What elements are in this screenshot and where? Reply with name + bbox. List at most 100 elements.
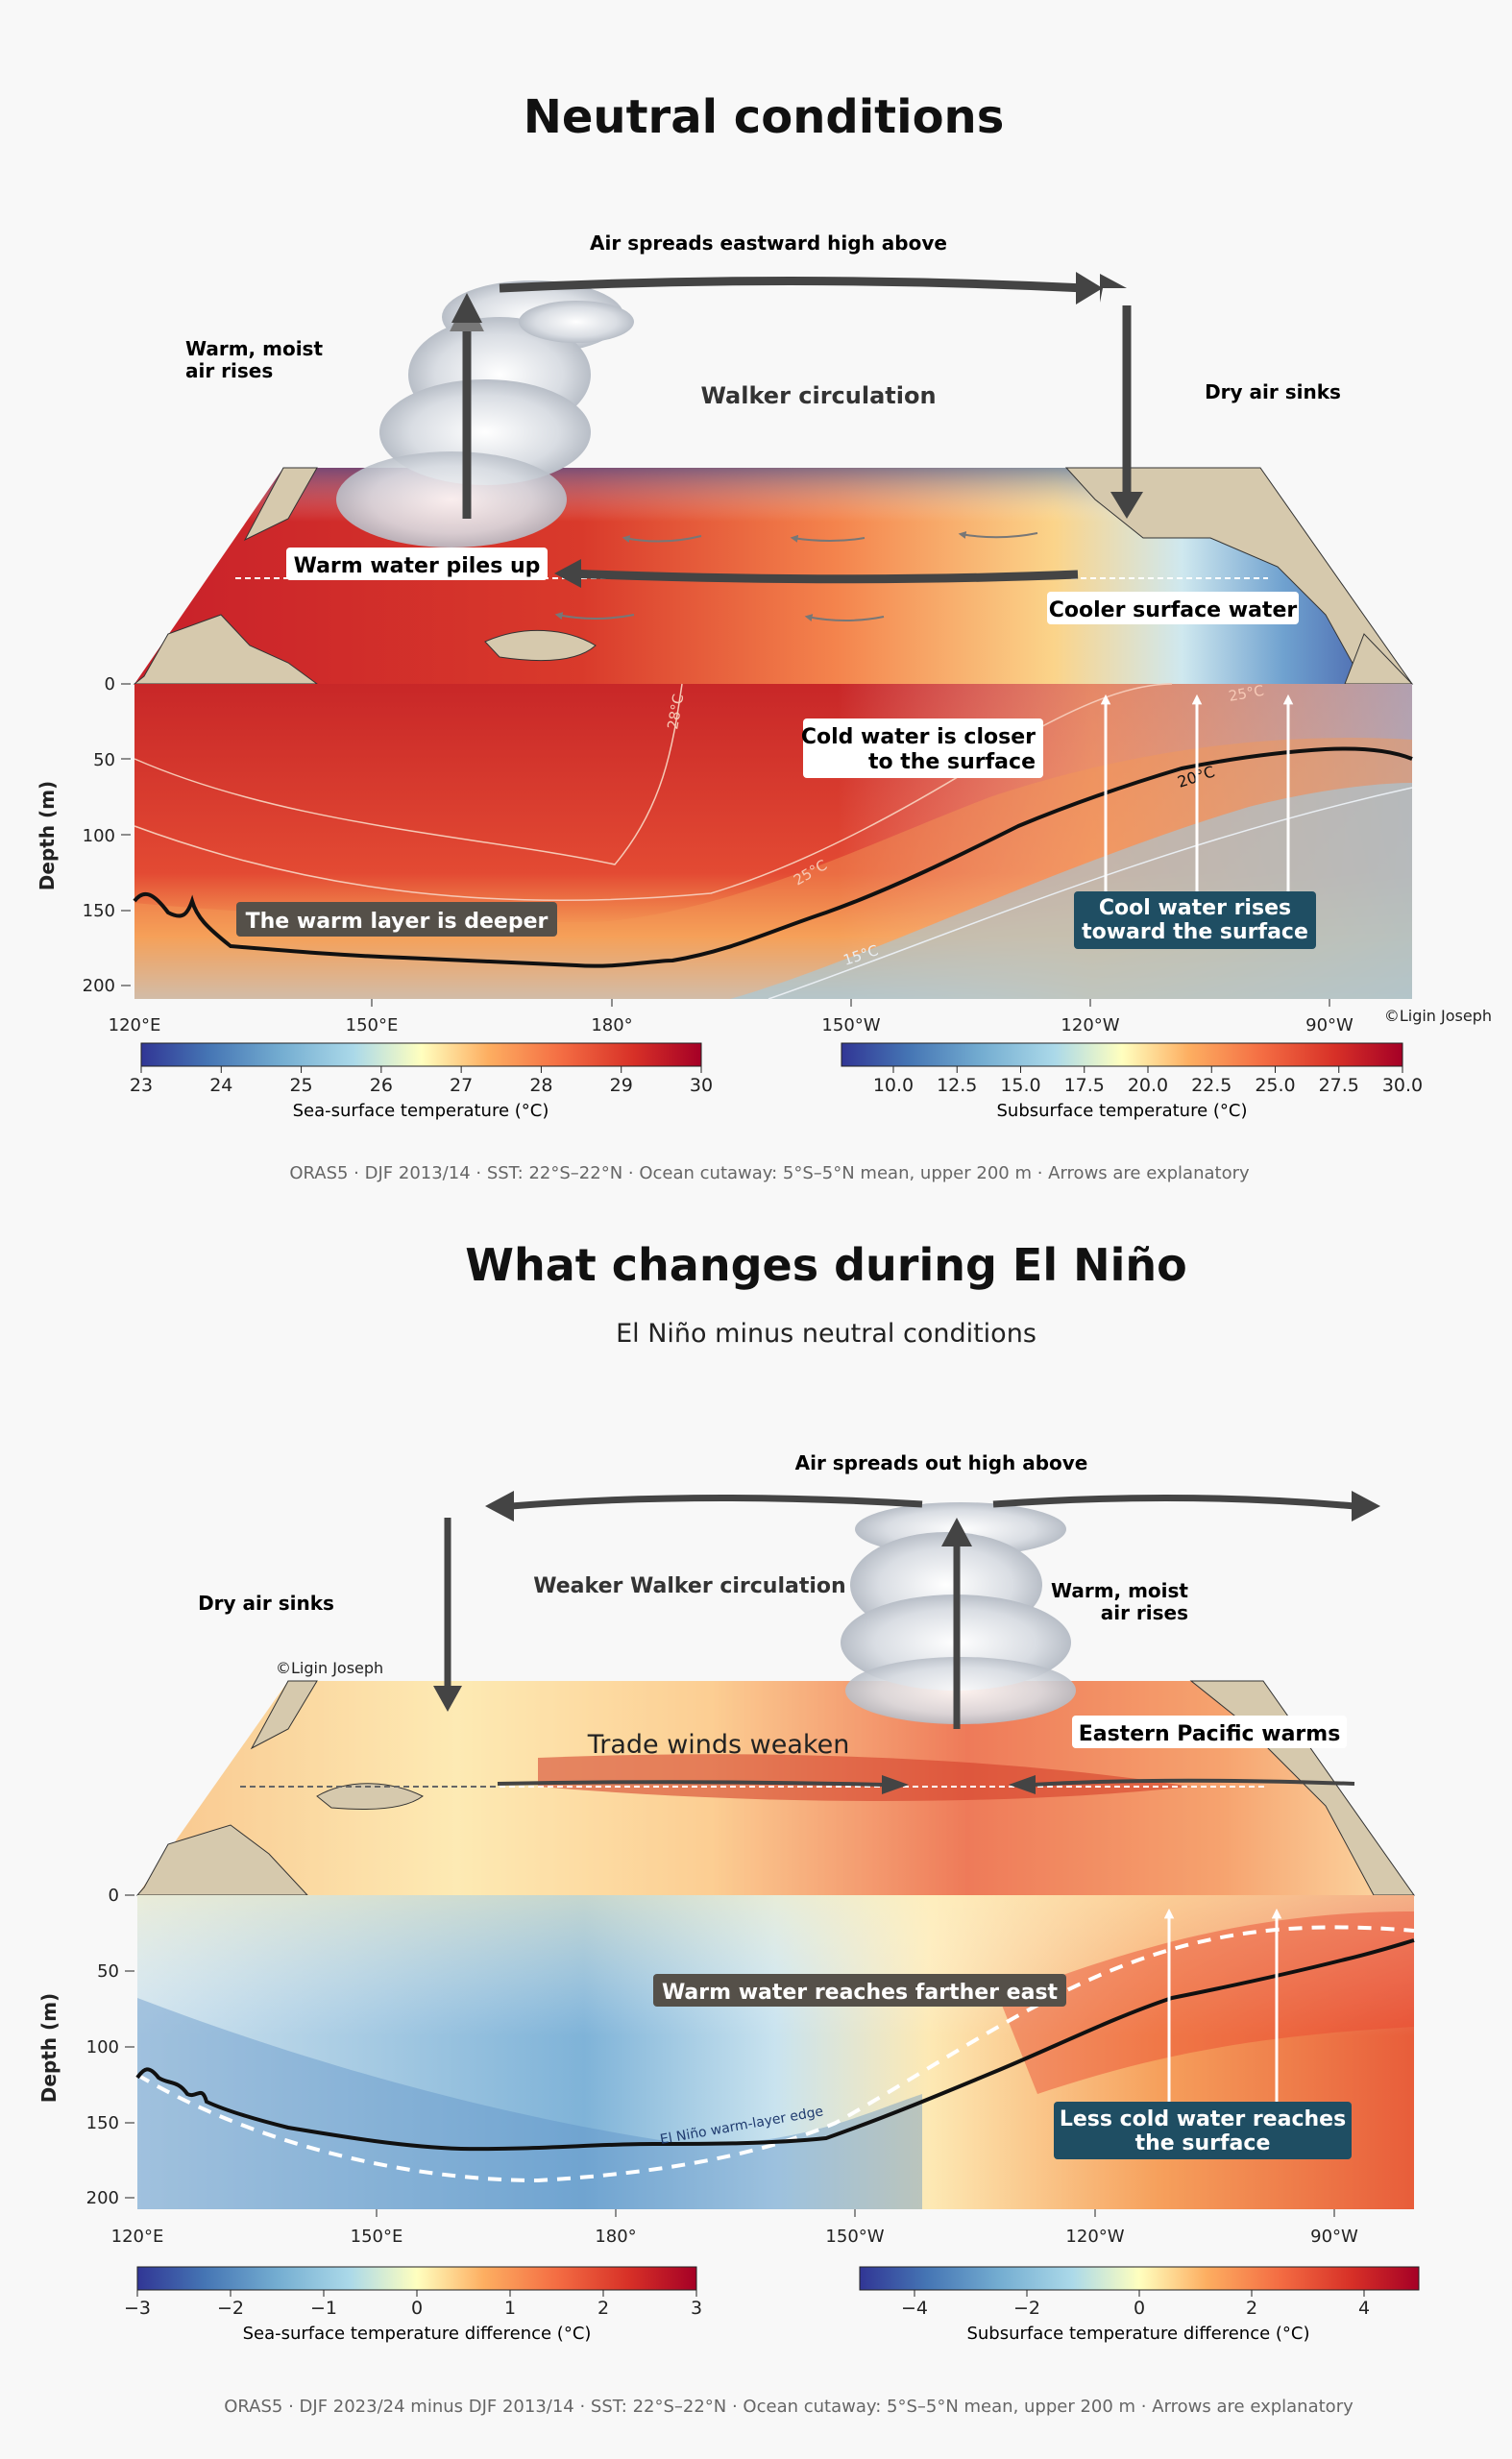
elnino-panel: What changes during El Niño El Niño minu… [37, 1239, 1420, 2417]
walker-label: Walker circulation [700, 382, 936, 409]
svg-text:toward the surface: toward the surface [1082, 920, 1308, 944]
svg-text:120°E: 120°E [111, 2227, 164, 2247]
cool-water-rises-label: Cool water rises toward the surface [1074, 891, 1316, 949]
svg-text:50: 50 [93, 750, 115, 770]
svg-text:120°W: 120°W [1065, 2227, 1124, 2247]
colorbar-tick-label: 12.5 [937, 1075, 977, 1096]
caption-elnino: ORAS5 · DJF 2023/24 minus DJF 2013/14 · … [224, 2397, 1353, 2417]
svg-text:Warm water reaches farther eas: Warm water reaches farther east [662, 1981, 1059, 2005]
colorbar-sst-diff: −3 −2 −1 0 1 2 3 Sea-surface temperature diffe… [124, 2266, 702, 2344]
svg-text:200: 200 [86, 2188, 119, 2208]
colorbar-tick-label: 27 [450, 1075, 473, 1096]
warm-water-piles-label: Warm water piles up [286, 548, 548, 580]
warm-reaches-label: Warm water reaches farther east [653, 1974, 1066, 2007]
svg-text:90°W: 90°W [1305, 1015, 1353, 1035]
colorbar-tick-label: 0 [1134, 2298, 1145, 2319]
svg-text:Cooler surface water: Cooler surface water [1049, 598, 1298, 622]
svg-text:150°E: 150°E [351, 2227, 403, 2247]
svg-text:The warm layer is deeper: The warm layer is deeper [246, 910, 549, 934]
warm-moist-label-1: Warm, moist [185, 337, 323, 360]
caption-neutral: ORAS5 · DJF 2013/14 · SST: 22°S–22°N · O… [289, 1163, 1250, 1183]
air-spreads-out-label: Air spreads out high above [795, 1451, 1088, 1474]
svg-text:180°: 180° [595, 2227, 636, 2247]
colorbar-tick-label: 22.5 [1191, 1075, 1232, 1096]
colorbar-tick-label: −3 [124, 2298, 151, 2319]
colorbar-tick-label: 25.0 [1255, 1075, 1295, 1096]
walker-arrows [450, 277, 1132, 584]
svg-text:Sea-surface temperature differ: Sea-surface temperature difference (°C) [243, 2324, 592, 2344]
colorbar-tick-label: 26 [370, 1075, 393, 1096]
elnino-title: What changes during El Niño [465, 1239, 1187, 1291]
colorbar-tick-label: 20.0 [1128, 1075, 1168, 1096]
colorbar-tick-label: −4 [901, 2298, 928, 2319]
air-spreads-label: Air spreads eastward high above [590, 231, 947, 255]
colorbar-tick-label: 10.0 [873, 1075, 914, 1096]
depth-axis-elnino: 0 50 100 150 200 Depth (m) [37, 1886, 134, 2208]
svg-text:Cold water is closer: Cold water is closer [801, 725, 1036, 749]
colorbar-tick-label: −2 [1013, 2298, 1040, 2319]
colorbar-tick-label: 23 [130, 1075, 153, 1096]
svg-text:150°E: 150°E [346, 1015, 399, 1035]
weaker-walker-label: Weaker Walker circulation [533, 1574, 845, 1598]
trade-winds-weaken-label: Trade winds weaken [587, 1730, 850, 1760]
svg-text:100: 100 [83, 826, 115, 846]
colorbar-tick-label: −2 [217, 2298, 244, 2319]
longitude-axis: 120°E 150°E 180° 150°W 120°W 90°W [109, 999, 1353, 1035]
svg-text:Warm water piles up: Warm water piles up [294, 554, 541, 578]
cold-water-closer-label: Cold water is closer to the surface [801, 718, 1043, 778]
svg-text:180°: 180° [591, 1015, 632, 1035]
svg-text:120°W: 120°W [1061, 1015, 1119, 1035]
svg-text:120°E: 120°E [109, 1015, 161, 1035]
svg-text:0: 0 [109, 1886, 119, 1906]
svg-text:to the surface: to the surface [868, 750, 1036, 774]
walker-arrows-elnino [444, 1494, 1355, 1729]
depth-axis: 0 50 100 150 200 Depth (m) [36, 674, 131, 996]
warm-moist-east-1: Warm, moist [1051, 1579, 1188, 1602]
colorbar-sub-diff: −4 −2 0 2 4 Subsurface temperature differenc… [859, 2266, 1420, 2344]
colorbar-tick-label: 17.5 [1064, 1075, 1105, 1096]
svg-text:150: 150 [83, 901, 115, 921]
upper-air-east-arrow [992, 1494, 1355, 1510]
less-cold-label: Less cold water reaches the surface [1054, 2102, 1352, 2159]
dry-air-sinks-label: Dry air sinks [1205, 380, 1341, 403]
trade-wind-arrows [554, 531, 1038, 622]
warm-moist-east-2: air rises [1101, 1601, 1188, 1624]
svg-text:Eastern Pacific warms: Eastern Pacific warms [1079, 1722, 1341, 1746]
colorbar-tick-label: 24 [209, 1075, 232, 1096]
upper-air-west-arrow [510, 1494, 923, 1510]
colorbar-tick-label: 4 [1358, 2298, 1370, 2319]
surface-return-arrow [566, 569, 1079, 584]
copyright-label-2: ©Ligin Joseph [276, 1659, 383, 1677]
colorbar-tick-label: 2 [1246, 2298, 1257, 2319]
svg-text:50: 50 [97, 1961, 119, 1982]
page-title: Neutral conditions [524, 90, 1005, 144]
colorbar-tick-label: −1 [310, 2298, 337, 2319]
land-central-america [1064, 467, 1413, 685]
svg-text:Subsurface temperature differe: Subsurface temperature difference (°C) [966, 2324, 1309, 2344]
colorbar-subsurface: 10.0 12.5 15.0 17.5 20.0 22.5 25.0 27.5 30.0 Sub… [841, 1042, 1423, 1121]
svg-text:150°W: 150°W [825, 2227, 884, 2247]
longitude-axis-elnino: 120°E 150°E 180° 150°W 120°W 90°W [111, 2209, 1358, 2247]
colorbar-tick-label: 25 [289, 1075, 312, 1096]
dry-air-sinks-west-label: Dry air sinks [198, 1592, 334, 1615]
copyright-label: ©Ligin Joseph [1384, 1007, 1492, 1025]
svg-text:150: 150 [86, 2113, 119, 2133]
svg-text:Cool water rises: Cool water rises [1099, 896, 1291, 920]
eastern-pacific-warms-label: Eastern Pacific warms [1072, 1716, 1347, 1748]
depth-axis-label-2: Depth (m) [37, 1993, 61, 2103]
colorbar-tick-label: 3 [691, 2298, 702, 2319]
colorbar-tick-label: 29 [610, 1075, 633, 1096]
upper-air-arrow [499, 277, 1086, 293]
thermocline-20c [133, 746, 1413, 968]
colorbar-tick-label: 2 [597, 2298, 609, 2319]
depth-axis-label: Depth (m) [36, 781, 59, 890]
colorbar-tick-label: 28 [529, 1075, 552, 1096]
colorbar-tick-label: 15.0 [1000, 1075, 1040, 1096]
colorbar-sst: 23 24 25 26 27 28 29 30 Sea-surface temperature… [130, 1042, 713, 1121]
svg-text:Subsurface temperature (°C): Subsurface temperature (°C) [997, 1101, 1248, 1121]
svg-text:0: 0 [105, 674, 115, 694]
land-new-guinea [484, 629, 597, 662]
colorbar-tick-label: 30.0 [1382, 1075, 1423, 1096]
colorbar-tick-label: 27.5 [1319, 1075, 1359, 1096]
